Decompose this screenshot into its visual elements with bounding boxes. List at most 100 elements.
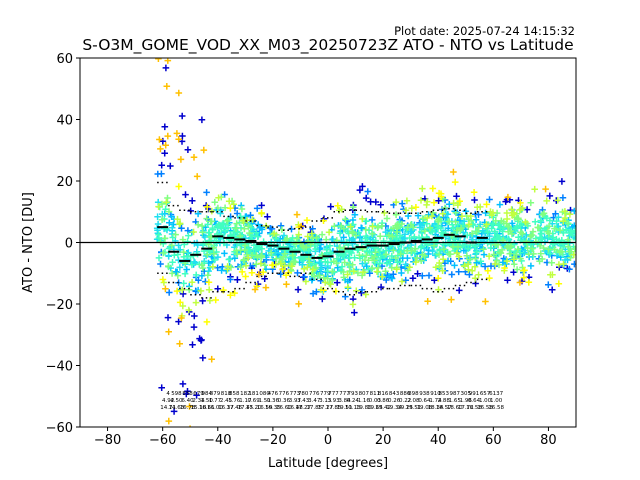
bin-stat-label: 777 [339,391,350,397]
x-tick-label: 40 [430,433,447,448]
bin-stat-label: 1.96 [460,398,473,404]
bin-stat-label: 1.17 [239,398,252,404]
bin-stat-label: 18.57 [436,405,452,411]
bin-stat-label: 19.65 [367,405,383,411]
plot-date: Plot date: 2025-07-24 14:15:32 [394,24,575,38]
bin-stat-label: 776 [309,391,320,397]
bin-stat-label: 16.00 [207,405,223,411]
bin-stat-label: 0.86 [377,398,390,404]
bin-stat-label: 2.34 [192,398,205,404]
bin-stat-label: 16.48 [287,405,303,411]
x-tick-label: 0 [324,433,332,448]
bin-stat-label: 19.42 [375,405,391,411]
bin-stat-label: 776 [279,391,290,397]
bin-stat-label: 17.46 [226,405,242,411]
bin-stat-label: 3.13 [319,398,332,404]
bin-stat-label: 17.45 [237,405,253,411]
bin-stat-label: 2.08 [407,398,420,404]
bin-stat-label: 816 [378,391,389,397]
bin-stat-label: 1.77 [209,398,222,404]
bin-stat-label: 18.60 [447,405,463,411]
y-tick-label: 0 [65,237,73,252]
x-tick-label: −60 [149,433,176,448]
y-tick-label: 20 [56,175,73,190]
x-tick-label: −80 [94,433,121,448]
scatter-points [153,58,576,427]
bin-stat-label: 4.92 [162,398,174,404]
bin-stat-label: 19.25 [397,405,413,411]
bin-stat-label: 780 [298,391,309,397]
bin-stat-label: 3.97 [289,398,302,404]
bin-stat-label: 16.60 [276,405,292,411]
bin-stat-label: 1.65 [449,398,462,404]
bin-stat-label: 17.20 [246,405,262,411]
bin-stat-label: 991 [469,391,480,397]
bin-stat-label: 0.03 [369,398,382,404]
bin-stat-label: 19.08 [417,405,433,411]
bin-statistics [157,181,488,299]
y-tick-label: −60 [46,421,73,436]
bin-stat-label: 6137 [489,391,503,397]
bin-stat-label: 476 [268,391,279,397]
y-tick-label: −20 [46,298,73,313]
bin-stat-label: 080 [259,391,270,397]
x-tick-label: −40 [204,433,231,448]
chart-title: S-O3M_GOME_VOD_XX_M03_20250723Z ATO - NT… [82,36,573,55]
bin-stat-label: 2.88 [438,398,451,404]
bin-stat-label: 3.84 [338,398,351,404]
bin-stat-label: 16.59 [257,405,273,411]
bin-stat-label: 16.37 [218,405,234,411]
bin-stat-label: 1.51 [258,398,270,404]
bin-stat-label: 777 [328,391,339,397]
bin-stat-label: 773 [290,391,301,397]
y-tick-label: 40 [56,114,73,129]
bin-stat-label: 181 [248,391,259,397]
bin-stat-label: 14.63 [169,405,185,411]
bin-stat-label: 4.50 [170,398,183,404]
bin-stat-label: 19.51 [406,405,422,411]
bin-stat-label: 14.71 [160,405,176,411]
bin-stat-label: 0.36 [278,398,291,404]
bin-stat-label: 1.00 [479,398,492,404]
bin-stat-label: 843 [389,391,400,397]
x-axis-label: Latitude [degrees] [268,456,388,471]
bin-stat-label: 0.24 [347,398,360,404]
bin-stat-label: 811 [370,391,381,397]
bin-stat-label: 19.86 [356,405,372,411]
bin-stat-label: 15.18 [191,405,207,411]
bin-stat-label: 4 [166,391,170,397]
bin-stat-label: 879 [210,391,221,397]
bin-stat-label: 898 [408,391,419,397]
bin-stat-label: 938 [419,391,430,397]
bin-stat-label: 807 [359,391,370,397]
bin-stat-label: 3.93 [327,398,340,404]
bin-stat-label: 0.22 [399,398,411,404]
bin-stat-label: 779 [320,391,331,397]
bin-stat-label: 10.13 [345,405,361,411]
bin-stat-label: 17.27 [317,405,333,411]
bin-stat-label: 1.00 [490,398,503,404]
y-tick-label: −40 [46,360,73,375]
bin-stat-label: 1.74 [429,398,442,404]
bin-stat-label: 16.58 [488,405,504,411]
bin-stat-label: 1.76 [228,398,241,404]
x-tick-label: 20 [375,433,392,448]
bin-stat-label: 3.47 [308,398,321,404]
bin-stat-label: 305 [461,391,472,397]
bin-stat-label: 0.64 [468,398,481,404]
bin-stat-label: 16.78 [180,405,196,411]
bin-stat-label: 984 [202,391,213,397]
y-tick-label: 60 [56,52,73,67]
bin-stat-label: 1.16 [358,398,371,404]
bin-stat-label: 18.34 [428,405,444,411]
bin-stat-label: 838 [182,391,193,397]
bin-stat-label: 6.40 [181,398,194,404]
bin-stat-label: 793 [348,391,359,397]
bin-stat-label: 16.35 [265,405,281,411]
bin-stat-label: 858 [229,391,240,397]
bin-stat-label: 0.36 [267,398,280,404]
bin-stat-label: 1.50 [201,398,214,404]
bin-stat-label: 3.43 [297,398,310,404]
